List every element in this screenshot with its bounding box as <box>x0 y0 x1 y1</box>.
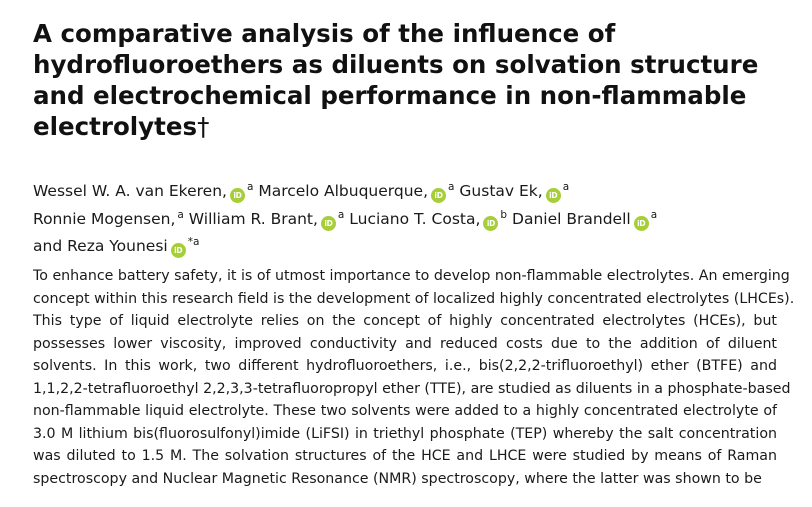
abstract-line: To enhance battery safety, it is of utmo… <box>33 268 790 284</box>
author: William R. Brant, iDa <box>188 208 345 231</box>
author-name[interactable]: Daniel Brandell <box>512 209 631 228</box>
author-name[interactable]: Luciano T. Costa, <box>349 209 481 228</box>
orcid-icon[interactable]: iD <box>170 243 186 258</box>
orcid-icon[interactable]: iD <box>431 188 447 203</box>
author-name[interactable]: Wessel W. A. van Ekeren, <box>33 182 227 200</box>
author: Daniel Brandell iDa <box>512 208 658 231</box>
abstract-line: solvents. In this work, two different hy… <box>33 358 777 374</box>
author-list: Wessel W. A. van Ekeren, iDa Marcelo Albu… <box>33 176 793 259</box>
author: Ronnie Mogensen, a <box>33 208 184 228</box>
abstract-line: was diluted to 1.5 M. The solvation stru… <box>33 448 777 464</box>
title-text: A comparative analysis of the influence … <box>33 19 759 141</box>
author: Gustav Ek, iDa <box>459 181 570 203</box>
abstract-line: 1,1,2,2-tetrafluoroethyl 2,2,3,3-tetrafl… <box>33 380 791 397</box>
orcid-icon[interactable]: iD <box>483 215 499 231</box>
affiliation-mark[interactable]: a <box>246 181 254 193</box>
title-footnote-mark[interactable]: † <box>197 112 210 141</box>
author-name[interactable]: Ronnie Mogensen, <box>33 209 176 228</box>
abstract-line: spectroscopy and Nuclear Magnetic Resona… <box>33 470 762 487</box>
orcid-icon[interactable]: iD <box>320 215 336 231</box>
abstract-line: 3.0 M lithium bis(fluorosulfonyl)imide (… <box>33 425 777 442</box>
affiliation-mark[interactable]: b <box>500 208 508 221</box>
author: Luciano T. Costa, iDb <box>349 208 508 231</box>
abstract: To enhance battery safety, it is of utmo… <box>33 265 795 490</box>
author: Marcelo Albuquerque, iDa <box>258 181 455 203</box>
abstract-line: This type of liquid electrolyte relies o… <box>33 313 777 329</box>
abstract-line: concept within this research field is th… <box>33 290 795 307</box>
affiliation-mark[interactable]: a <box>177 208 184 221</box>
author-name[interactable]: Gustav Ek, <box>459 182 543 200</box>
affiliation-mark[interactable]: a <box>650 208 658 221</box>
author-name[interactable]: William R. Brant, <box>188 209 318 228</box>
author-name[interactable]: and Reza Younesi <box>33 237 168 255</box>
abstract-line: possesses lower viscosity, improved cond… <box>33 335 777 352</box>
author: and Reza Younesi iD*a <box>33 236 200 258</box>
orcid-icon[interactable]: iD <box>545 188 561 203</box>
author-name[interactable]: Marcelo Albuquerque, <box>258 182 429 200</box>
author: Wessel W. A. van Ekeren, iDa <box>33 181 254 203</box>
orcid-icon[interactable]: iD <box>633 215 649 231</box>
affiliation-mark[interactable]: a <box>448 181 455 193</box>
affiliation-mark[interactable]: a <box>562 181 570 193</box>
article-title: A comparative analysis of the influence … <box>33 18 793 142</box>
affiliation-mark[interactable]: a <box>337 208 345 221</box>
orcid-icon[interactable]: iD <box>229 188 245 203</box>
affiliation-mark[interactable]: *a <box>187 236 200 248</box>
abstract-line: non-flammable liquid electrolyte. These … <box>33 403 777 419</box>
